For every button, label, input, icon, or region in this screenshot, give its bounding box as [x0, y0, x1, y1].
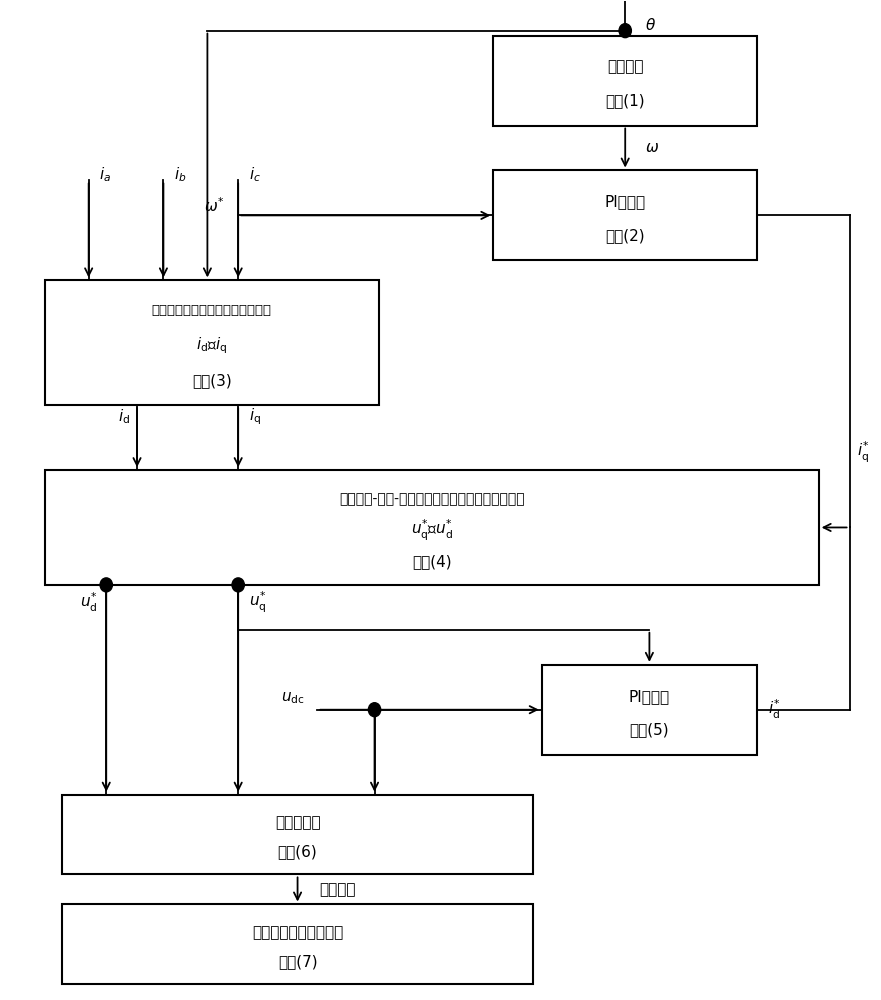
Bar — [63, 904, 533, 984]
Text: $i_{a}$: $i_{a}$ — [100, 165, 111, 184]
Circle shape — [619, 24, 632, 38]
Text: 两电平逆变器驱动电机: 两电平逆变器驱动电机 — [252, 925, 344, 940]
Text: $\theta$: $\theta$ — [645, 17, 655, 33]
Text: 过调制策略: 过调制策略 — [275, 815, 321, 830]
Text: $i_{\rm d}^{*}$: $i_{\rm d}^{*}$ — [767, 698, 781, 721]
Text: $u_{\rm d}^{*}$: $u_{\rm d}^{*}$ — [80, 591, 98, 614]
Circle shape — [368, 703, 381, 717]
Bar — [45, 280, 379, 405]
Text: $\omega$: $\omega$ — [645, 140, 659, 155]
Text: $i_{b}$: $i_{b}$ — [174, 165, 187, 184]
Text: $i_{\rm q}^{*}$: $i_{\rm q}^{*}$ — [856, 440, 869, 465]
Circle shape — [100, 578, 113, 592]
Text: $i_{c}$: $i_{c}$ — [248, 165, 261, 184]
Text: $i_{\rm q}$: $i_{\rm q}$ — [248, 407, 261, 427]
Text: 步骤(2): 步骤(2) — [605, 228, 645, 243]
Text: 计算转速: 计算转速 — [607, 60, 643, 75]
Circle shape — [232, 578, 244, 592]
Text: 步骤(5): 步骤(5) — [630, 722, 670, 737]
Text: 开关信号: 开关信号 — [320, 882, 356, 897]
Bar — [493, 36, 757, 126]
Text: 步骤(7): 步骤(7) — [278, 954, 317, 969]
Text: 步骤(1): 步骤(1) — [605, 93, 645, 108]
Bar — [45, 470, 818, 585]
Text: 步骤(6): 步骤(6) — [278, 845, 317, 860]
Bar — [63, 795, 533, 874]
Text: 采用比例-积分-谐振控制器获得交直轴电压参考值: 采用比例-积分-谐振控制器获得交直轴电压参考值 — [339, 492, 524, 506]
Text: 步骤(4): 步骤(4) — [412, 554, 452, 569]
Text: $u_{\rm dc}$: $u_{\rm dc}$ — [280, 690, 304, 706]
Text: 计算定子电流两相旋转坐标系分量: 计算定子电流两相旋转坐标系分量 — [152, 304, 272, 317]
Text: PI控制器: PI控制器 — [629, 689, 670, 704]
Text: $i_{\rm d}$和$i_{\rm q}$: $i_{\rm d}$和$i_{\rm q}$ — [196, 335, 227, 356]
Bar — [542, 665, 757, 755]
Bar — [493, 170, 757, 260]
Text: $u_{\rm q}^{*}$和$u_{\rm d}^{*}$: $u_{\rm q}^{*}$和$u_{\rm d}^{*}$ — [411, 518, 453, 543]
Text: $u_{\rm q}^{*}$: $u_{\rm q}^{*}$ — [248, 590, 266, 615]
Text: 步骤(3): 步骤(3) — [192, 373, 232, 388]
Text: $\omega^{*}$: $\omega^{*}$ — [204, 196, 225, 215]
Text: $i_{\rm d}$: $i_{\rm d}$ — [118, 408, 130, 426]
Text: PI控制器: PI控制器 — [604, 194, 646, 209]
